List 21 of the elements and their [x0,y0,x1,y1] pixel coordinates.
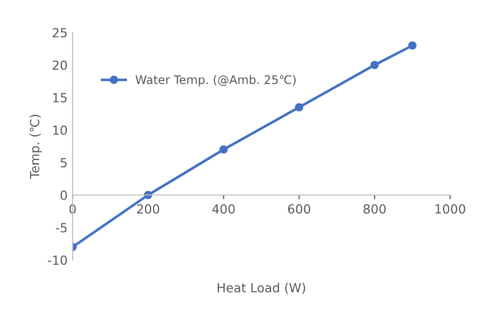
point [408,41,417,50]
y-tick-label: 5 [60,158,67,168]
y-tick-label: 15 [53,93,67,102]
x-tick-label: 200 [137,204,160,214]
x-tick-label: 600 [288,204,310,214]
y-tick-label: 0 [60,190,67,200]
x-tick-label: 400 [212,204,235,214]
x-tick-label: 800 [364,204,386,214]
point [294,103,304,112]
point [370,60,379,70]
x-axis-title: Heat Load (W) [218,282,306,294]
y-tick-label: 10 [53,125,67,135]
y-tick-label: -10 [48,255,67,265]
y-tick-label: 20 [52,60,67,70]
y-axis-title: Temp. (℃) [30,114,42,179]
y-tick-label: 25 [52,28,67,38]
point [219,145,228,154]
legend-label: Water Temp. (@Amb. 25℃) [136,74,296,86]
x-tick-label: 0 [69,204,76,214]
y-tick-label: -5 [56,223,67,232]
x-tick-label: 1000 [436,204,466,214]
